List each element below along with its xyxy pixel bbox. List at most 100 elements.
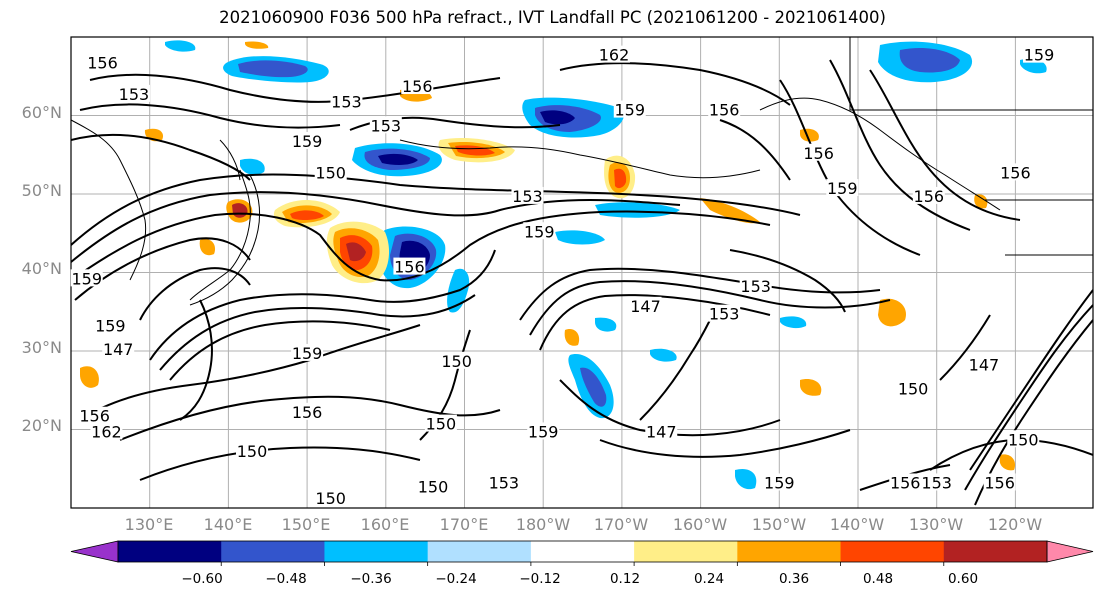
colorbar-segment (324, 541, 429, 562)
svg-text:153: 153 (331, 93, 362, 112)
negative-anomaly-blob (238, 60, 308, 78)
positive-anomaly-blob (455, 145, 495, 156)
refractivity-shading (80, 40, 1047, 490)
contour-label: 153 (708, 304, 741, 324)
svg-text:153: 153 (740, 277, 771, 296)
contour-label: 153 (487, 473, 520, 492)
svg-text:156: 156 (79, 407, 110, 426)
contour-label: 150 (314, 489, 347, 508)
contour-label: 147 (629, 296, 662, 316)
contour-label: 159 (291, 343, 324, 363)
colorbar-tick-label: 0.12 (609, 571, 641, 587)
contour-label: 156 (983, 473, 1016, 492)
contour-label: 162 (598, 45, 631, 65)
svg-text:156: 156 (709, 101, 740, 120)
colorbar-high-arrow (1046, 540, 1094, 563)
lat-label: 30°N (21, 338, 62, 357)
contour-label: 153 (369, 116, 402, 135)
contour-label: 156 (802, 143, 835, 163)
svg-text:162: 162 (91, 422, 122, 441)
negative-anomaly-blob (780, 316, 807, 329)
map-title: 2021060900 F036 500 hPa refract., IVT La… (219, 8, 886, 27)
positive-anomaly-blob (614, 168, 627, 189)
coastlines (71, 37, 1093, 306)
svg-text:147: 147 (969, 356, 1000, 375)
svg-text:156: 156 (1000, 163, 1031, 182)
lon-label: 160°E (360, 515, 410, 534)
contour-label: 159 (527, 422, 560, 441)
svg-text:156: 156 (402, 77, 433, 96)
contour-label: 159 (94, 316, 127, 335)
contour-label: 150 (236, 442, 269, 461)
svg-text:159: 159 (764, 473, 795, 492)
negative-anomaly-blob (580, 367, 607, 407)
contour-label: 153 (511, 186, 544, 206)
positive-anomaly-blob (700, 198, 760, 224)
contour-label: 150 (417, 477, 450, 496)
negative-anomaly-blob (735, 468, 757, 490)
contour-label: 150 (897, 379, 930, 398)
contour-label: 159 (826, 179, 859, 198)
contour-label: 147 (645, 422, 678, 441)
colorbar-tick-label: −0.36 (350, 571, 392, 587)
contour-label: 150 (440, 351, 473, 371)
svg-text:159: 159 (95, 316, 126, 335)
svg-text:147: 147 (646, 422, 677, 441)
svg-text:156: 156 (984, 473, 1015, 492)
contour-label: 156 (889, 473, 922, 492)
positive-anomaly-blob (80, 366, 99, 388)
contour-label: 150 (1007, 430, 1040, 449)
positive-anomaly-blob (800, 379, 822, 396)
svg-text:150: 150 (898, 379, 929, 398)
negative-anomaly-blob (165, 40, 196, 52)
positive-anomaly-blob (999, 454, 1016, 471)
svg-text:156: 156 (803, 144, 834, 163)
positive-anomaly-blob (199, 238, 216, 256)
contour-label: 159 (70, 269, 103, 288)
contour-label: 162 (90, 422, 123, 441)
svg-text:156: 156 (292, 403, 323, 422)
colorbar-tick-label: 0.60 (947, 571, 979, 587)
contour-label: 156 (86, 53, 119, 72)
colorbar-tick-label: 0.36 (778, 571, 810, 587)
positive-anomaly-blob (878, 298, 906, 327)
colorbar-low-arrow (70, 540, 119, 563)
lon-label: 160°W (672, 515, 728, 534)
svg-text:153: 153 (371, 116, 402, 135)
svg-text:147: 147 (630, 297, 661, 316)
contour-label: 159 (763, 473, 796, 492)
contour-label: 159 (291, 131, 324, 151)
positive-anomaly-blob (290, 210, 324, 221)
colorbar-segment (634, 541, 738, 562)
contour-label: 156 (401, 77, 434, 96)
colorbar-segment (221, 541, 325, 562)
colorbar (70, 540, 1094, 566)
lat-label: 20°N (21, 416, 62, 435)
lon-label: 140°E (203, 515, 253, 534)
contour-label: 153 (920, 473, 953, 492)
lon-label: 130°W (908, 515, 964, 534)
contour-label: 153 (330, 92, 363, 112)
colorbar-frame (117, 540, 1048, 563)
svg-text:150: 150 (418, 477, 449, 496)
svg-text:150: 150 (441, 352, 472, 371)
positive-anomaly-blob (974, 194, 988, 209)
negative-anomaly-blob (650, 348, 677, 362)
svg-text:153: 153 (119, 85, 150, 104)
positive-anomaly-blob (245, 41, 269, 49)
svg-text:159: 159 (71, 269, 102, 288)
lat-label: 40°N (21, 259, 62, 278)
svg-text:156: 156 (87, 53, 118, 72)
contour-label: 156 (78, 406, 111, 426)
colorbar-tick-label: 0.24 (693, 571, 725, 587)
lon-label: 130°E (124, 515, 174, 534)
contour-label: 153 (117, 84, 150, 104)
svg-text:147: 147 (103, 340, 134, 359)
svg-text:150: 150 (426, 415, 457, 434)
colorbar-tick-label: −0.48 (265, 571, 307, 587)
contour-label: 159 (613, 100, 646, 120)
lon-label: 150°W (751, 515, 807, 534)
lon-label: 150°E (281, 515, 331, 534)
